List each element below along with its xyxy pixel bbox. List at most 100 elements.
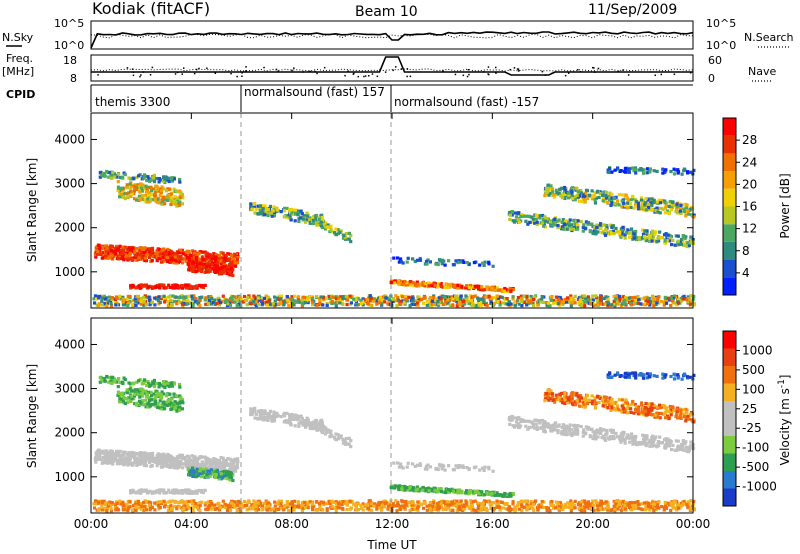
power-cell xyxy=(123,192,127,196)
power-cell xyxy=(321,303,325,307)
power-cell xyxy=(328,296,332,300)
velocity-cell xyxy=(195,467,199,471)
velocity-cell xyxy=(129,452,133,457)
velocity-cell xyxy=(208,474,212,478)
velocity-cell xyxy=(143,402,147,406)
velocity-cell xyxy=(155,454,159,458)
power-cell xyxy=(233,252,237,256)
power-cell xyxy=(217,254,222,258)
power-cell xyxy=(117,172,121,176)
power-cell xyxy=(679,203,683,207)
velocity-cell xyxy=(205,469,209,473)
power-cell xyxy=(665,201,669,205)
power-cell xyxy=(674,168,678,172)
velocity-cell xyxy=(105,452,109,456)
power-cell xyxy=(173,200,177,204)
velocity-cell xyxy=(397,465,401,469)
velocity-cell xyxy=(496,493,500,497)
power-cell xyxy=(637,235,641,240)
power-cell xyxy=(293,219,297,223)
power-cell xyxy=(325,225,330,229)
power-cell xyxy=(522,214,526,218)
velocity-cell xyxy=(399,465,403,469)
power-cell xyxy=(669,208,673,212)
power-cell xyxy=(652,198,656,202)
power-cell xyxy=(297,211,301,215)
power-cell xyxy=(191,261,195,265)
power-cell xyxy=(502,289,506,293)
power-cell xyxy=(133,253,138,257)
power-cell xyxy=(214,259,218,263)
velocity-cell xyxy=(423,487,427,491)
power-cell xyxy=(164,253,168,257)
power-cell xyxy=(645,171,649,175)
power-cell xyxy=(546,190,550,194)
velocity-cell xyxy=(448,488,453,492)
power-cell xyxy=(406,256,410,260)
velocity-cell xyxy=(460,489,464,493)
power-cell xyxy=(433,283,437,287)
power-cell xyxy=(564,220,568,224)
power-cell xyxy=(245,303,249,307)
power-cell xyxy=(157,247,162,252)
velocity-cell xyxy=(194,475,198,479)
power-cell xyxy=(157,285,161,289)
power-cell xyxy=(163,195,167,199)
power-cell xyxy=(378,301,382,305)
power-cell xyxy=(623,236,627,240)
velocity-cell xyxy=(127,451,131,455)
velocity-cell xyxy=(194,460,198,464)
power-cell xyxy=(598,191,602,195)
power-cell xyxy=(491,303,495,307)
velocity-cell xyxy=(200,488,204,493)
power-cell xyxy=(203,270,207,274)
power-cell xyxy=(644,239,648,243)
power-cell xyxy=(658,211,662,215)
power-cell xyxy=(413,299,417,303)
velocity-cell xyxy=(282,420,286,424)
power-cell xyxy=(349,301,353,305)
power-cell xyxy=(566,296,570,300)
power-cell xyxy=(476,301,480,306)
power-cell xyxy=(467,301,471,305)
power-cell xyxy=(675,207,679,212)
power-cell xyxy=(664,241,668,245)
power-cell xyxy=(641,228,645,232)
nave-point xyxy=(142,71,145,73)
power-cell xyxy=(657,198,662,202)
velocity-cell xyxy=(202,468,206,472)
power-cell xyxy=(672,295,676,299)
power-cell xyxy=(333,301,337,305)
velocity-cell xyxy=(443,468,447,472)
power-cell xyxy=(373,297,377,301)
power-cell xyxy=(388,303,392,307)
power-cell xyxy=(618,231,622,236)
velocity-cell xyxy=(178,400,182,405)
velocity-cell xyxy=(305,423,309,427)
power-cell xyxy=(529,215,533,219)
power-cell xyxy=(178,177,182,182)
power-cell xyxy=(113,246,117,250)
velocity-cell xyxy=(459,465,463,469)
power-cell xyxy=(169,299,173,303)
power-cell xyxy=(583,304,587,308)
power-cell xyxy=(226,302,230,306)
power-cell xyxy=(411,281,415,285)
power-cell xyxy=(644,301,648,305)
velocity-cell xyxy=(158,406,162,410)
power-cell xyxy=(109,304,114,308)
power-cell xyxy=(181,302,185,306)
velocity-cell xyxy=(169,454,173,458)
velocity-cell xyxy=(272,419,276,423)
power-cell xyxy=(304,220,308,224)
power-cell xyxy=(642,206,646,210)
velocity-cell xyxy=(389,485,393,489)
power-cell xyxy=(483,288,487,292)
power-cell xyxy=(139,251,143,255)
velocity-cell xyxy=(131,451,135,456)
power-cell xyxy=(290,297,295,301)
velocity-cell xyxy=(123,458,127,462)
velocity-cell xyxy=(447,464,451,468)
power-cell xyxy=(134,196,139,200)
power-cell xyxy=(94,250,98,254)
